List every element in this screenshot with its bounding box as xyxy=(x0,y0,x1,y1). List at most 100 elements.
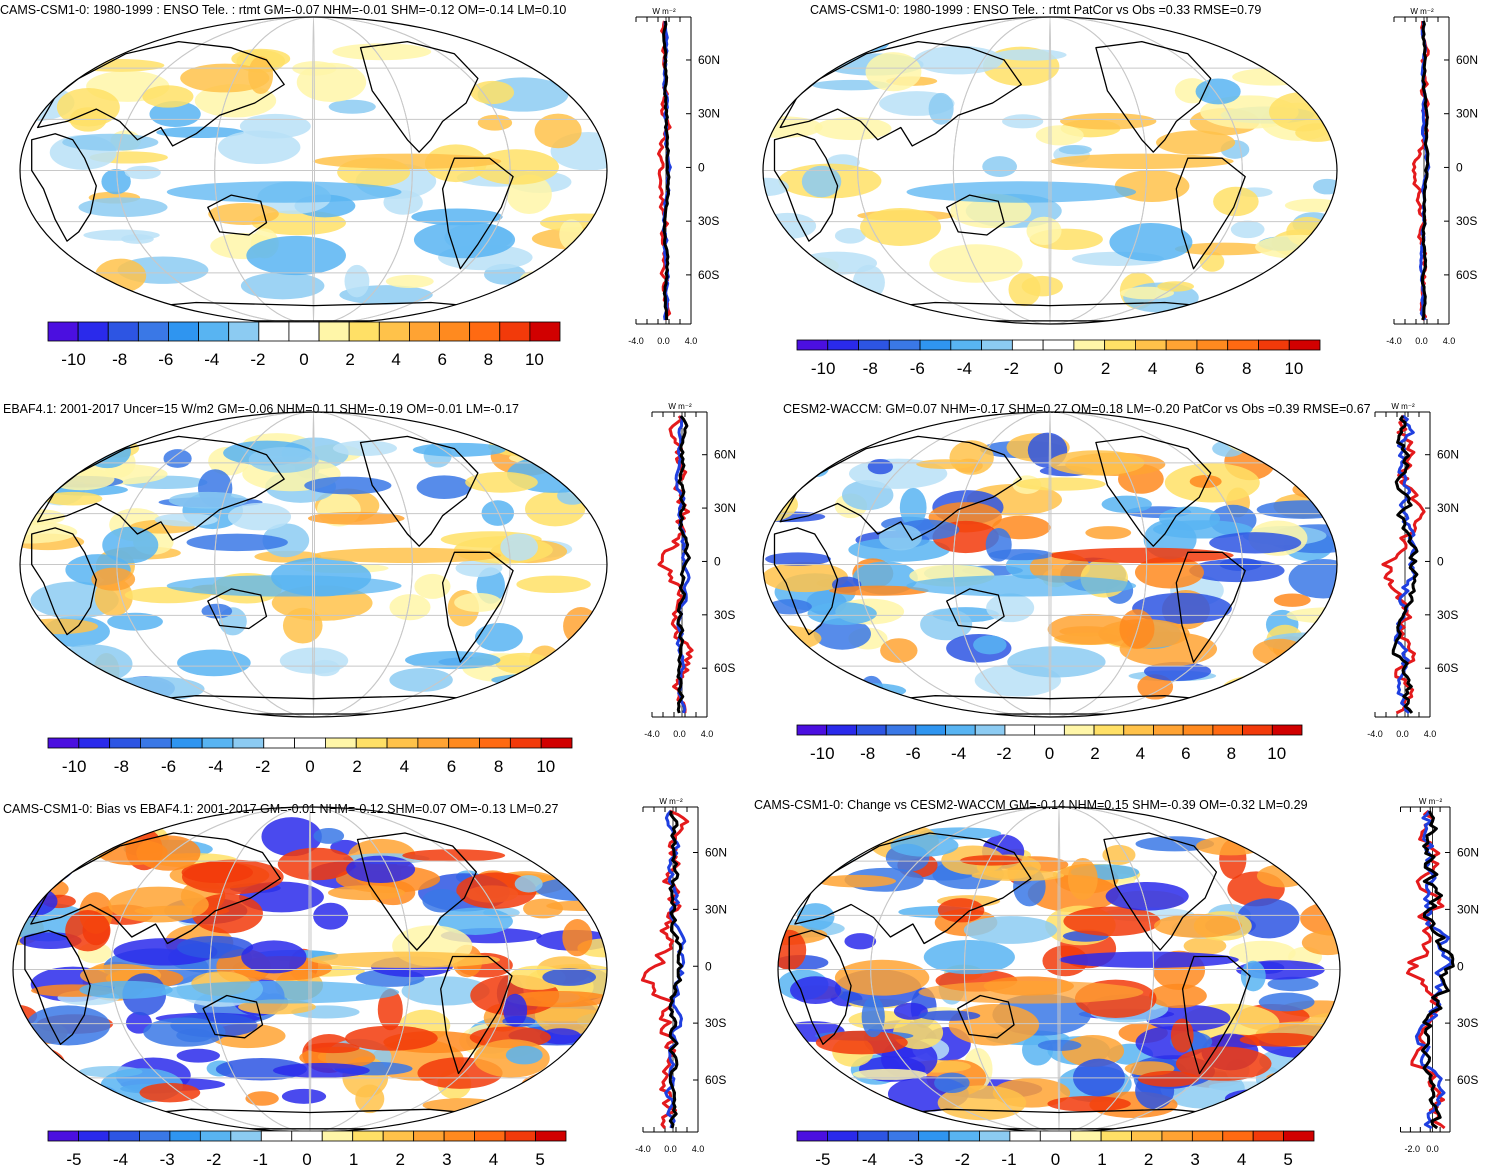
lat-tick-label: 30N xyxy=(1437,501,1459,515)
lat-tick-label: 60S xyxy=(1437,661,1458,675)
colorbar-label: -5 xyxy=(815,1150,830,1165)
colorbar-cell xyxy=(47,321,79,342)
colorbar-cell xyxy=(288,321,320,342)
colorbar-label: 6 xyxy=(438,350,447,369)
colorbar-label: -1 xyxy=(1001,1150,1016,1165)
colorbar-label: 10 xyxy=(1284,359,1303,378)
colorbar-cell xyxy=(827,339,859,351)
colorbar-cell xyxy=(856,724,887,736)
panel-p6: W m⁻² 60N 30N 0 30S 60S -2.0 0.0 -5 -4 -3 -2 -1 0 1 2 3 4… xyxy=(754,797,1479,1169)
colorbar-cell xyxy=(139,1130,171,1142)
lat-tick-label: 30N xyxy=(714,501,736,515)
colorbar-cell xyxy=(1100,1130,1132,1142)
colorbar-cell xyxy=(78,1130,110,1142)
colorbar-cell xyxy=(1104,339,1136,351)
lat-tick-label: 60S xyxy=(714,661,735,675)
profile-tick-label: -4.0 xyxy=(644,729,660,739)
colorbar-cell xyxy=(77,321,109,342)
colorbar-cell xyxy=(887,1130,920,1142)
lat-tick-label: 0 xyxy=(1456,160,1463,174)
colorbar-label: -2 xyxy=(1004,359,1019,378)
colorbar-cell xyxy=(170,737,203,749)
lat-tick-label: 0 xyxy=(1457,959,1464,973)
colorbar-cell xyxy=(827,1130,859,1142)
coastline-australia xyxy=(946,588,1005,630)
colorbar-cell xyxy=(796,724,828,736)
colorbar: -5 -4 -3 -2 -1 0 1 2 3 4 5 xyxy=(796,1130,1315,1169)
colorbar-cell xyxy=(201,737,234,749)
coastline-samerica xyxy=(441,157,514,270)
coastline-eurasia xyxy=(794,832,1032,945)
profile-tick-label: 4.0 xyxy=(685,336,698,346)
colorbar-cell xyxy=(1242,724,1273,736)
lat-tick-label: 30S xyxy=(714,608,735,622)
profile-tick-label: 4.0 xyxy=(1443,336,1456,346)
colorbar-cell xyxy=(258,321,290,342)
colorbar-label: 3 xyxy=(442,1150,451,1165)
coastline-eurasia xyxy=(36,40,285,147)
colorbar-label: 6 xyxy=(447,757,456,776)
colorbar-cell xyxy=(540,737,573,749)
colorbar-label: -4 xyxy=(862,1150,877,1165)
lat-tick-label: 60S xyxy=(698,268,719,282)
lat-tick-label: 60N xyxy=(1457,846,1479,860)
lat-tick-label: 60N xyxy=(714,448,736,462)
colorbar-cell xyxy=(919,339,952,351)
colorbar-cell xyxy=(291,1130,323,1142)
colorbar-label: -4 xyxy=(113,1150,128,1165)
colorbar-cell xyxy=(1004,724,1036,736)
colorbar-cell xyxy=(199,1130,232,1142)
panel-p5: W m⁻² 60N 30N 0 30S 60S -4.0 0.0 4.0 -5 -4 -3 -2 -1 0 1… xyxy=(3,797,727,1169)
colorbar-cell xyxy=(1258,339,1290,351)
coastline-africa xyxy=(773,527,839,636)
colorbar-cell xyxy=(1153,724,1184,736)
profile-tick-label: 0.0 xyxy=(1415,336,1428,346)
coastline-namerica xyxy=(1095,40,1212,153)
colorbar-label: 4 xyxy=(1148,359,1157,378)
map-field xyxy=(20,412,607,717)
colorbar-label: -6 xyxy=(910,359,925,378)
colorbar-cell xyxy=(1131,1130,1163,1142)
coastline-samerica xyxy=(1181,955,1251,1075)
colorbar-cell xyxy=(1196,339,1229,351)
coastline-africa xyxy=(31,133,97,242)
colorbar-cell xyxy=(948,1130,980,1142)
colorbar-label: 2 xyxy=(345,350,354,369)
coastline-samerica xyxy=(440,955,513,1075)
profile-tick-label: 0.0 xyxy=(1396,729,1409,739)
unit-label: W m⁻² xyxy=(1410,7,1434,16)
lat-tick-label: 30S xyxy=(705,1016,726,1030)
lat-tick-label: 60N xyxy=(1456,53,1478,67)
colorbar-cell xyxy=(1252,1130,1284,1142)
unit-label: W m⁻² xyxy=(652,7,676,16)
profile-tick-label: 0.0 xyxy=(657,336,670,346)
colorbar-label: -10 xyxy=(62,757,87,776)
colorbar-label: 4 xyxy=(400,757,409,776)
panel-p1: W m⁻² 60N 30N 0 30S 60S -4.0 0.0 4.0 -10 -8 -6 -4 -2 0… xyxy=(0,3,720,369)
profile-tick-label: 4.0 xyxy=(701,729,714,739)
coastline-namerica xyxy=(356,832,477,951)
colorbar-cell xyxy=(918,1130,950,1142)
colorbar-cell xyxy=(318,321,350,342)
colorbar-label: -2 xyxy=(255,757,270,776)
colorbar-label: 2 xyxy=(1101,359,1110,378)
colorbar-label: -2 xyxy=(250,350,265,369)
profile-tick-label: 4.0 xyxy=(692,1144,705,1154)
diff-profile-line xyxy=(1391,415,1419,714)
colorbar-cell xyxy=(355,737,388,749)
colorbar-label: -10 xyxy=(811,359,836,378)
coastline-africa xyxy=(788,929,852,1045)
colorbar-label: -10 xyxy=(810,744,835,763)
colorbar-cell xyxy=(443,1130,475,1142)
colorbar-label: -10 xyxy=(61,350,86,369)
colorbar-cell xyxy=(1182,724,1214,736)
colorbar-cell xyxy=(1288,339,1321,351)
lat-tick-label: 60S xyxy=(705,1073,726,1087)
colorbar-cell xyxy=(945,724,976,736)
map-border xyxy=(762,411,1338,718)
colorbar-label: -4 xyxy=(204,350,219,369)
colorbar-label: 10 xyxy=(1267,744,1286,763)
diff-profile-line xyxy=(1421,20,1430,321)
colorbar-label: -1 xyxy=(253,1150,268,1165)
